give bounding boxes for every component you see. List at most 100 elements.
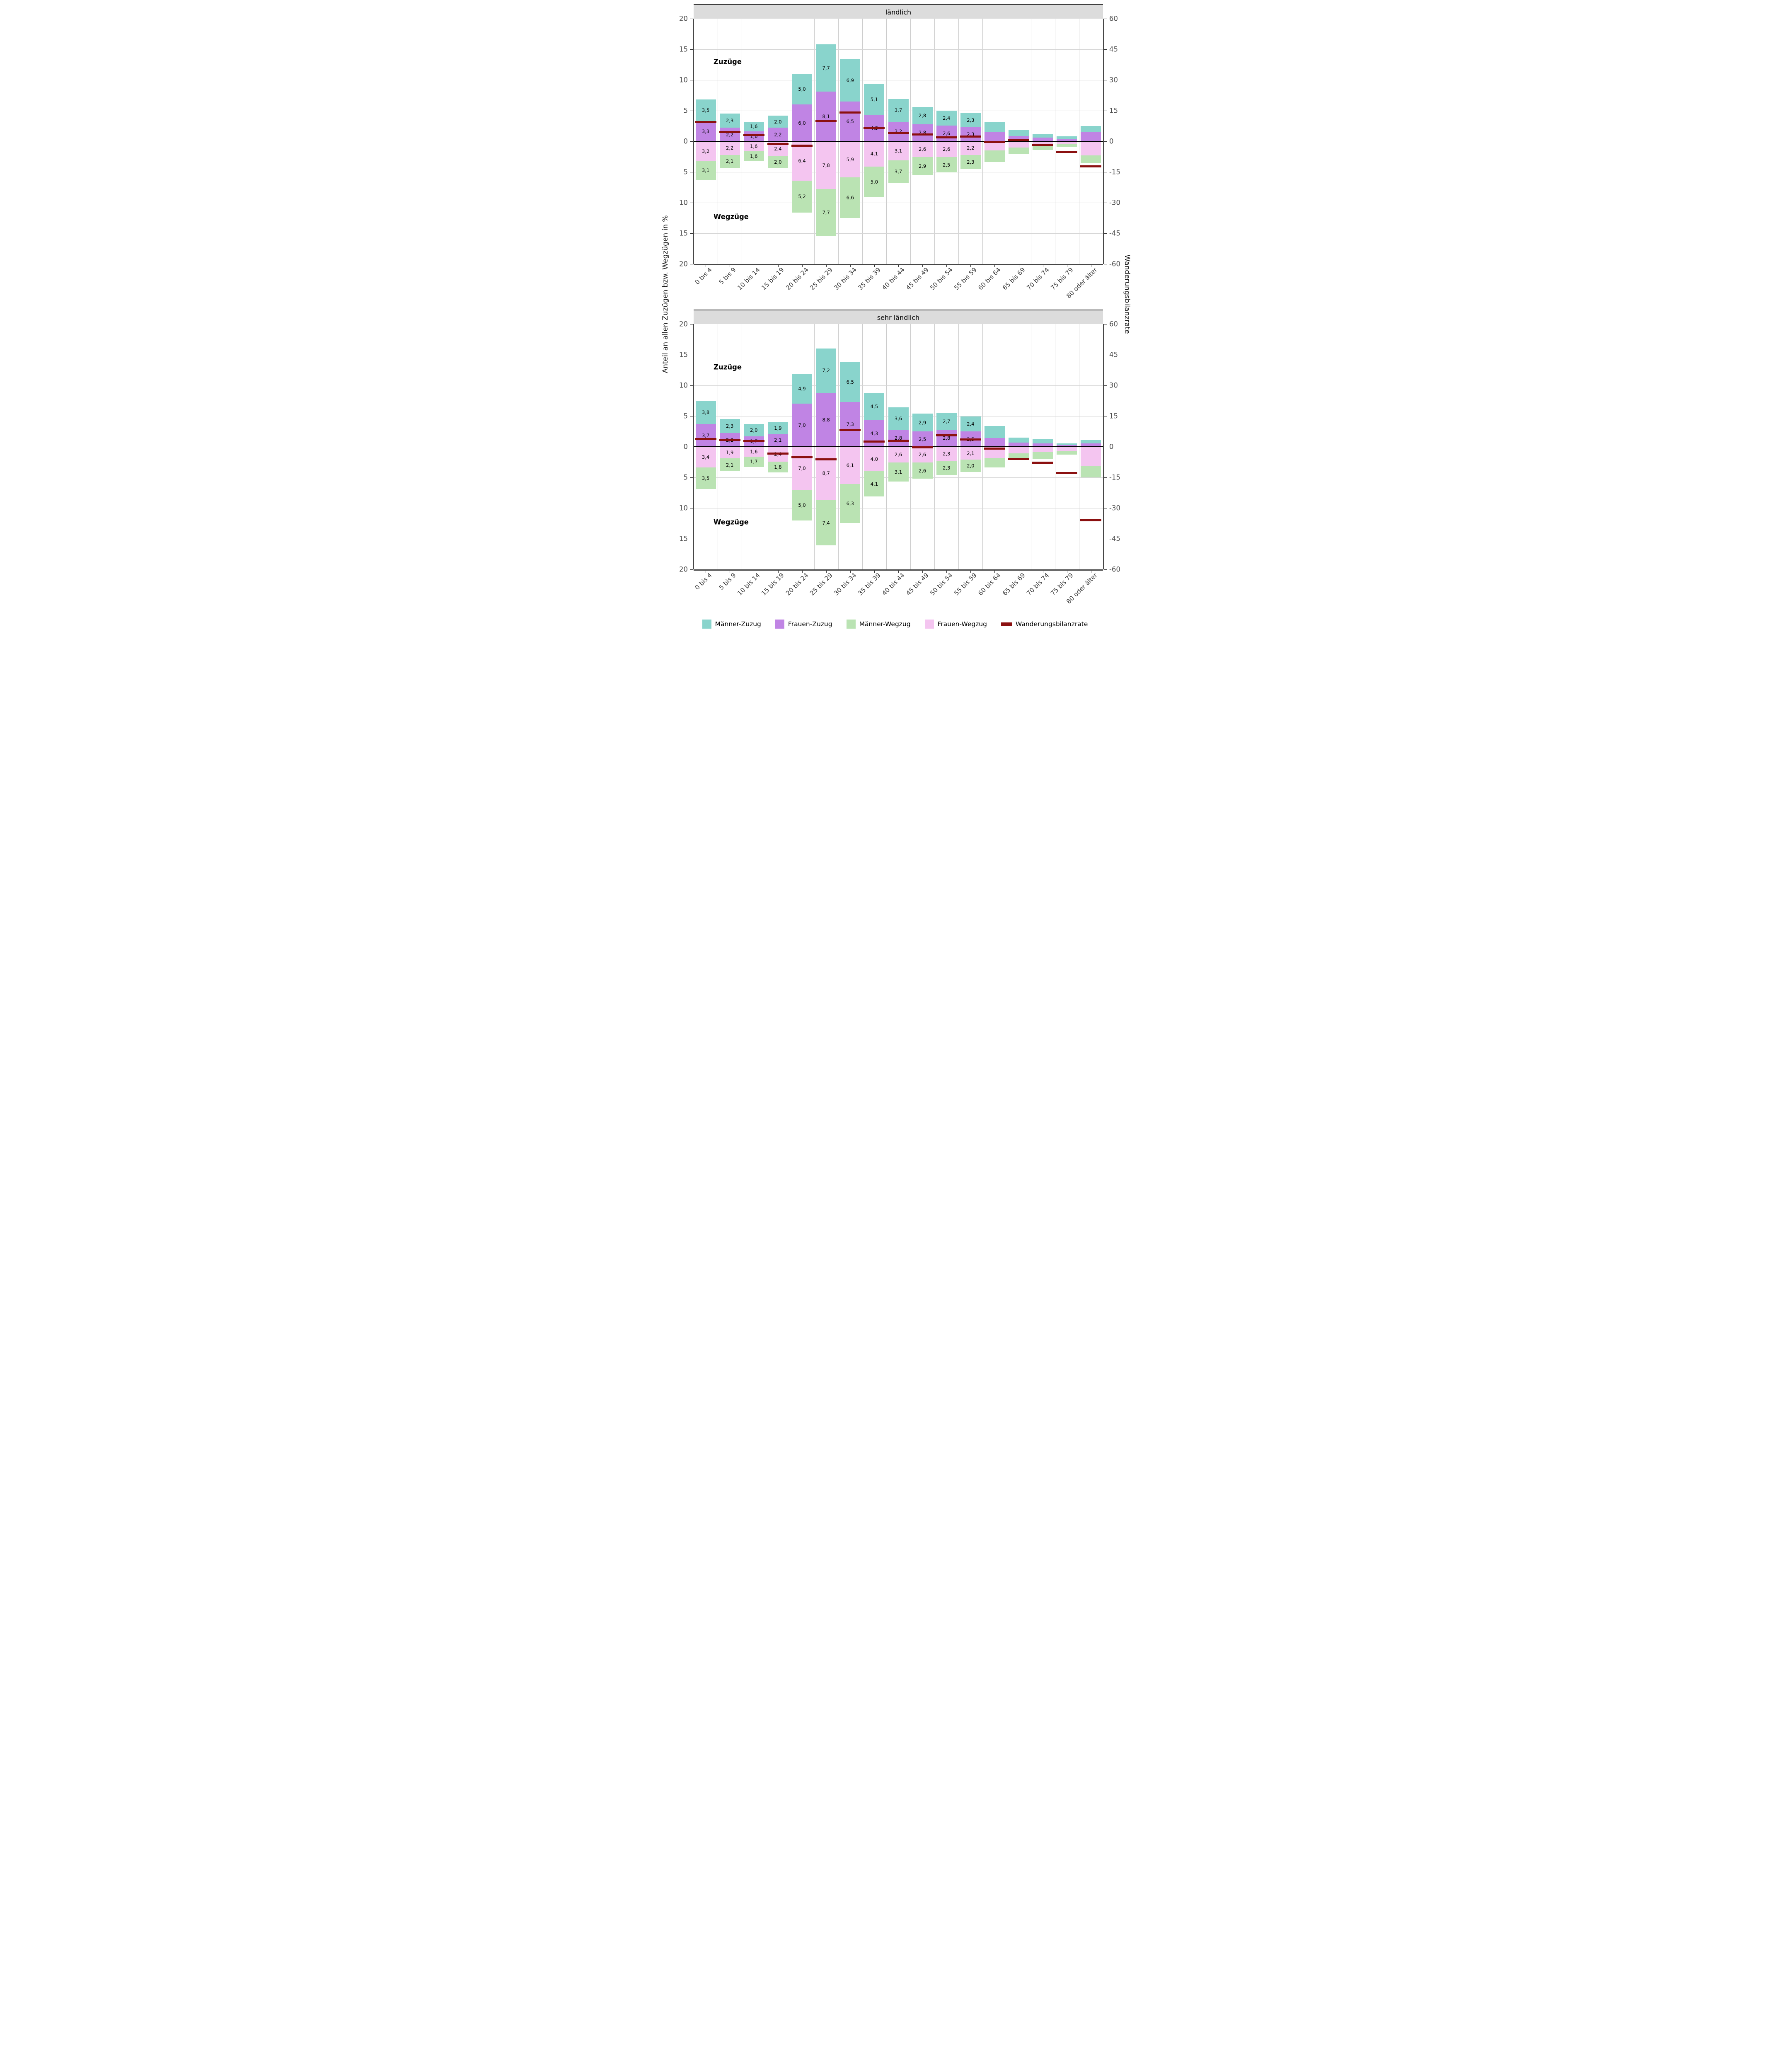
bar-value-label: 2,6 bbox=[918, 146, 926, 152]
bar-segment-frauen-zuzug bbox=[816, 392, 837, 447]
right-axis-line bbox=[1103, 19, 1104, 264]
bar-value-label: 2,0 bbox=[774, 159, 782, 165]
left-axis-tick-label: 5 bbox=[683, 473, 688, 482]
bar-value-label: 5,0 bbox=[870, 179, 878, 185]
bar-value-label: 2,3 bbox=[967, 117, 975, 123]
x-axis-tick bbox=[898, 570, 899, 573]
bar-segment-maenner-zuzug bbox=[767, 422, 788, 434]
wanderungsbilanzrate-marker bbox=[1080, 519, 1102, 521]
wanderungsbilanzrate-marker bbox=[815, 458, 837, 461]
bar-value-label: 6,6 bbox=[846, 195, 854, 201]
right-axis-tick bbox=[1104, 477, 1107, 478]
wanderungsbilanzrate-marker bbox=[791, 145, 813, 147]
bar-value-label: 2,3 bbox=[726, 118, 734, 124]
x-axis-tick-label: 20 bis 24 bbox=[784, 571, 810, 597]
x-axis-tick-label: 25 bis 29 bbox=[808, 266, 834, 292]
bar-value-label: 3,2 bbox=[701, 148, 710, 154]
bar-segment-frauen-wegzug bbox=[840, 447, 861, 484]
bar-segment-maenner-zuzug bbox=[743, 121, 764, 132]
bar-segment-maenner-wegzug bbox=[743, 151, 764, 161]
bar-segment-maenner-wegzug bbox=[792, 489, 813, 520]
left-axis-tick-label: 10 bbox=[679, 198, 688, 207]
right-axis-tick-label: -30 bbox=[1109, 198, 1120, 207]
bar-segment-frauen-zuzug bbox=[816, 92, 837, 141]
bar-segment-frauen-zuzug bbox=[767, 433, 788, 447]
bar-segment-frauen-wegzug bbox=[743, 141, 764, 151]
wanderungsbilanzrate-marker bbox=[1008, 457, 1030, 460]
bar-segment-frauen-wegzug bbox=[792, 447, 813, 490]
bar-segment-frauen-zuzug bbox=[767, 128, 788, 141]
legend-label: Männer-Wegzug bbox=[859, 620, 911, 628]
horizontal-gridline bbox=[694, 385, 1103, 386]
bar-segment-maenner-zuzug bbox=[1009, 437, 1029, 443]
bar-value-label: 6,1 bbox=[846, 462, 854, 469]
bar-value-label: 5,9 bbox=[846, 156, 854, 162]
x-axis-tick bbox=[970, 265, 971, 267]
wanderungsbilanzrate-marker bbox=[864, 440, 885, 443]
bar-segment-frauen-zuzug bbox=[792, 104, 813, 141]
bar-value-label: 2,2 bbox=[774, 131, 782, 138]
bar-segment-frauen-wegzug bbox=[1057, 141, 1077, 145]
bar-value-label: 2,2 bbox=[967, 145, 975, 151]
bar-segment-frauen-wegzug bbox=[816, 447, 837, 500]
bar-segment-frauen-wegzug bbox=[1009, 447, 1029, 453]
right-axis-tick bbox=[1104, 141, 1107, 142]
bar-value-label: 2,0 bbox=[967, 462, 975, 469]
bar-segment-frauen-zuzug bbox=[1057, 139, 1077, 141]
bar-segment-frauen-zuzug bbox=[1081, 443, 1101, 447]
right-axis-tick-label: 45 bbox=[1109, 351, 1118, 359]
legend-swatch-maenner-wegzug bbox=[846, 620, 856, 629]
bar-segment-maenner-zuzug bbox=[743, 424, 764, 436]
wanderungsbilanzrate-marker bbox=[1032, 144, 1054, 146]
bar-segment-maenner-zuzug bbox=[960, 113, 981, 127]
bar-value-label: 1,9 bbox=[726, 450, 734, 456]
bar-segment-frauen-zuzug bbox=[1057, 445, 1077, 447]
bar-value-label: 8,1 bbox=[822, 114, 830, 120]
bar-segment-frauen-wegzug bbox=[792, 141, 813, 181]
bottom-axis-line bbox=[694, 569, 1103, 571]
bar-segment-maenner-wegzug bbox=[840, 484, 861, 523]
bar-value-label: 2,4 bbox=[967, 421, 975, 427]
bar-segment-maenner-zuzug bbox=[695, 401, 716, 424]
bar-value-label: 6,5 bbox=[846, 379, 854, 385]
bar-segment-maenner-zuzug bbox=[792, 373, 813, 404]
legend-item-wanderungsbilanzrate: Wanderungsbilanzrate bbox=[1001, 620, 1088, 628]
bar-segment-maenner-wegzug bbox=[936, 461, 957, 475]
left-axis-line bbox=[693, 19, 694, 264]
left-axis-tick-label: 20 bbox=[679, 320, 688, 328]
bar-segment-maenner-zuzug bbox=[1057, 443, 1077, 445]
x-axis-tick-label: 40 bis 44 bbox=[880, 571, 906, 597]
right-axis-tick-label: 15 bbox=[1109, 412, 1118, 420]
bar-value-label: 2,1 bbox=[967, 450, 975, 456]
bar-segment-frauen-zuzug bbox=[888, 121, 909, 141]
bar-segment-maenner-wegzug bbox=[984, 457, 1005, 467]
bar-value-label: 4,1 bbox=[870, 481, 878, 487]
bar-segment-maenner-wegzug bbox=[912, 157, 933, 175]
chart-legend: Männer-Zuzug Frauen-Zuzug Männer-Wegzug Fra… bbox=[656, 620, 1134, 629]
x-axis-tick-label: 15 bis 19 bbox=[760, 571, 786, 597]
bar-value-label: 8,8 bbox=[822, 416, 830, 423]
bar-segment-maenner-zuzug bbox=[864, 392, 885, 421]
bar-value-label: 2,3 bbox=[967, 159, 975, 165]
x-axis-tick-label: 35 bis 39 bbox=[856, 266, 882, 292]
legend-swatch-wanderungsbilanzrate bbox=[1001, 622, 1012, 626]
bar-value-label: 7,8 bbox=[822, 162, 830, 168]
bar-segment-frauen-zuzug bbox=[936, 125, 957, 141]
bar-value-label: 6,9 bbox=[846, 77, 854, 83]
x-axis-tick-label: 55 bis 59 bbox=[953, 266, 979, 292]
bar-value-label: 2,3 bbox=[943, 465, 951, 471]
right-axis-tick-label: -15 bbox=[1109, 168, 1120, 176]
bar-value-label: 2,6 bbox=[943, 130, 951, 136]
bar-value-label: 2,1 bbox=[726, 462, 734, 468]
wanderungsbilanzrate-marker bbox=[936, 434, 957, 436]
bar-segment-maenner-wegzug bbox=[695, 161, 716, 180]
wanderungsbilanzrate-marker bbox=[960, 135, 981, 138]
wanderungsbilanzrate-marker bbox=[719, 438, 740, 441]
left-axis-line bbox=[693, 324, 694, 569]
legend-item-maenner-zuzug: Männer-Zuzug bbox=[702, 620, 761, 629]
bottom-axis-line bbox=[694, 264, 1103, 265]
x-axis-tick bbox=[850, 265, 851, 267]
x-axis-tick-label: 45 bis 49 bbox=[905, 266, 930, 292]
bar-segment-maenner-wegzug bbox=[888, 160, 909, 183]
x-axis-tick-label: 65 bis 69 bbox=[1001, 571, 1027, 597]
